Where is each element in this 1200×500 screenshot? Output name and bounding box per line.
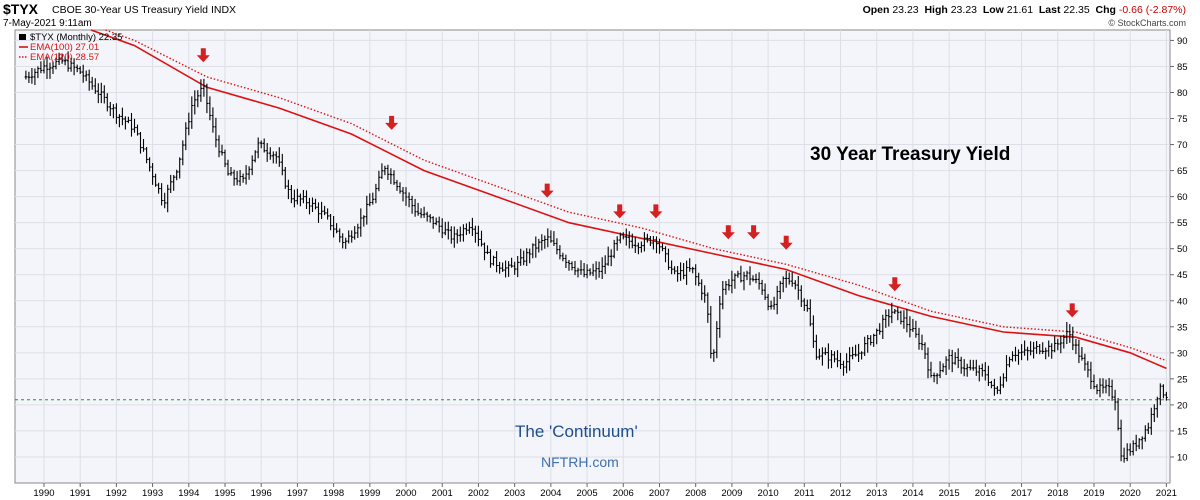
y-tick-label: 55 bbox=[1177, 218, 1188, 229]
legend-ema120: EMA(120) 28.57 bbox=[30, 52, 99, 63]
x-tick-label: 1997 bbox=[287, 488, 308, 499]
y-axis: 10 15 20 25 30 35 40 45 50 55 60 65 70 75 80 85 90 bbox=[1170, 36, 1188, 463]
last-value: 22.35 bbox=[1063, 4, 1090, 16]
x-tick-label: 2000 bbox=[395, 488, 416, 499]
x-tick-label: 2015 bbox=[939, 488, 960, 499]
ohlc-readout: Open 23.23 High 23.23 Low 21.61 Last 22.… bbox=[863, 4, 1186, 16]
y-tick-label: 85 bbox=[1177, 62, 1188, 73]
x-tick-label: 2011 bbox=[794, 488, 814, 499]
down-arrow-marker bbox=[540, 183, 554, 198]
x-tick-label: 2014 bbox=[902, 488, 923, 499]
x-tick-label: 2006 bbox=[613, 488, 634, 499]
down-arrow-marker bbox=[779, 235, 793, 250]
y-tick-label: 90 bbox=[1177, 36, 1188, 47]
last-label: Last bbox=[1038, 4, 1061, 16]
legend-price: $TYX (Monthly) 22.35 bbox=[30, 32, 122, 43]
y-tick-label: 65 bbox=[1177, 166, 1188, 177]
high-value: 23.23 bbox=[950, 4, 977, 16]
down-arrow-marker bbox=[747, 225, 761, 240]
x-tick-label: 2003 bbox=[504, 488, 525, 499]
chg-value: -0.66 (-2.87%) bbox=[1118, 4, 1186, 16]
x-tick-label: 2008 bbox=[685, 488, 706, 499]
price-bars bbox=[24, 51, 1168, 463]
x-tick-label: 1995 bbox=[214, 488, 235, 499]
y-tick-label: 50 bbox=[1177, 244, 1188, 255]
price-bar-path bbox=[24, 51, 1168, 463]
chart-legend: $TYX (Monthly) 22.35 EMA(100) 27.01 EMA(… bbox=[19, 32, 122, 63]
y-tick-label: 35 bbox=[1177, 322, 1188, 333]
chart-title-annotation: 30 Year Treasury Yield bbox=[810, 144, 1010, 165]
chart-header: $TYX CBOE 30-Year US Treasury Yield INDX… bbox=[0, 0, 1200, 30]
x-tick-label: 1994 bbox=[178, 488, 199, 499]
ema100-line bbox=[90, 29, 1167, 370]
y-tick-label: 15 bbox=[1177, 426, 1188, 437]
low-label: Low bbox=[982, 4, 1004, 16]
x-tick-label: 2018 bbox=[1047, 488, 1068, 499]
y-tick-label: 80 bbox=[1177, 88, 1188, 99]
down-arrow-marker bbox=[888, 277, 902, 292]
x-tick-label: 2007 bbox=[649, 488, 670, 499]
chart-date: 7-May-2021 9:11am bbox=[3, 18, 92, 29]
x-tick-label: 2019 bbox=[1083, 488, 1104, 499]
watermark: NFTRH.com bbox=[541, 454, 619, 470]
y-tick-label: 75 bbox=[1177, 114, 1188, 125]
x-tick-label: 2009 bbox=[721, 488, 742, 499]
plot-area bbox=[14, 29, 1171, 484]
high-label: High bbox=[924, 4, 948, 16]
y-tick-label: 40 bbox=[1177, 296, 1188, 307]
ticker-symbol[interactable]: $TYX bbox=[3, 1, 39, 17]
x-tick-label: 2005 bbox=[576, 488, 597, 499]
copyright: © StockCharts.com bbox=[1108, 18, 1186, 28]
grid-layer bbox=[15, 30, 1170, 483]
low-value: 21.61 bbox=[1006, 4, 1034, 16]
arrow-layer bbox=[196, 48, 1079, 318]
security-description: CBOE 30-Year US Treasury Yield INDX bbox=[52, 4, 236, 16]
ema120-line bbox=[105, 29, 1167, 362]
y-tick-label: 45 bbox=[1177, 270, 1188, 281]
y-tick-label: 20 bbox=[1177, 400, 1188, 411]
x-tick-label: 2001 bbox=[432, 488, 453, 499]
x-tick-label: 2010 bbox=[758, 488, 779, 499]
x-tick-label: 2020 bbox=[1120, 488, 1141, 499]
x-tick-label: 2016 bbox=[975, 488, 996, 499]
x-tick-label: 2021 bbox=[1156, 488, 1177, 499]
x-tick-label: 2004 bbox=[540, 488, 561, 499]
x-tick-label: 1990 bbox=[33, 488, 54, 499]
down-arrow-marker bbox=[1065, 303, 1079, 318]
down-arrow-marker bbox=[385, 115, 399, 130]
x-tick-label: 2002 bbox=[468, 488, 489, 499]
open-label: Open bbox=[862, 4, 890, 16]
chg-label: Chg bbox=[1095, 4, 1116, 16]
y-tick-label: 10 bbox=[1177, 452, 1188, 463]
x-tick-label: 1996 bbox=[251, 488, 272, 499]
legend-ema100: EMA(100) 27.01 bbox=[30, 42, 99, 53]
legend-price-swatch bbox=[19, 34, 26, 40]
down-arrow-marker bbox=[649, 204, 663, 219]
y-tick-label: 60 bbox=[1177, 192, 1188, 203]
x-tick-label: 1992 bbox=[106, 488, 127, 499]
exchange-text: INDX bbox=[210, 4, 237, 16]
x-tick-label: 2017 bbox=[1011, 488, 1032, 499]
x-tick-label: 1999 bbox=[359, 488, 380, 499]
y-tick-label: 30 bbox=[1177, 348, 1188, 359]
open-value: 23.23 bbox=[892, 4, 919, 16]
x-tick-label: 1993 bbox=[142, 488, 163, 499]
x-tick-label: 1991 bbox=[70, 488, 91, 499]
y-tick-label: 70 bbox=[1177, 140, 1188, 151]
x-tick-label: 2013 bbox=[866, 488, 887, 499]
down-arrow-marker bbox=[613, 204, 627, 219]
x-tick-label: 2012 bbox=[830, 488, 851, 499]
description-text: CBOE 30-Year US Treasury Yield bbox=[52, 4, 209, 16]
x-axis: 1990 1991 1992 1993 1994 1995 1996 1997 1998 1999… bbox=[33, 483, 1177, 499]
continuum-label: The 'Continuum' bbox=[515, 422, 638, 441]
down-arrow-marker bbox=[721, 225, 735, 240]
y-tick-label: 25 bbox=[1177, 374, 1188, 385]
x-tick-label: 1998 bbox=[323, 488, 344, 499]
down-arrow-marker bbox=[196, 48, 210, 63]
